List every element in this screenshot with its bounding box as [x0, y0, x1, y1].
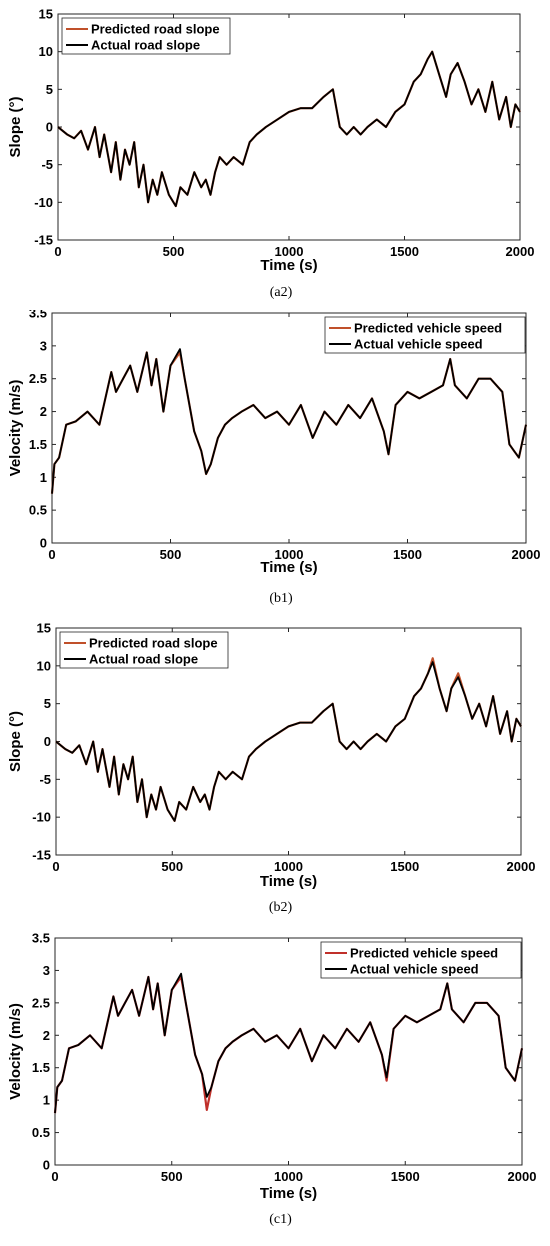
chart-panel-b2: 0 500 1000 1500 2000 -15 -10 -5 0 5 10 15 Time (s) Sl… — [0, 615, 550, 925]
x-tick-label: 2000 — [507, 859, 536, 874]
y-tick-label: -10 — [32, 810, 51, 825]
y-tick-label: 3.5 — [29, 310, 47, 321]
x-axis-label: Time (s) — [260, 559, 317, 576]
legend-box — [61, 17, 231, 55]
y-tick-label: 2 — [43, 1028, 50, 1043]
x-axis-label: Time (s) — [260, 873, 317, 890]
chart-panel-a2: 0 500 1000 1500 2000 -15 -10 -5 0 5 10 15 Time (s) Sl… — [0, 0, 550, 310]
series-line-1 — [51, 348, 527, 494]
y-tick-label: 0 — [40, 536, 47, 551]
x-tick-label: 2000 — [506, 244, 535, 259]
y-tick-label: -5 — [39, 772, 51, 787]
y-tick-label: 1 — [40, 470, 47, 485]
x-tick-label: 2000 — [508, 1169, 537, 1184]
y-axis-label: Velocity (m/s) — [7, 1003, 24, 1100]
x-tick-label: 1500 — [390, 244, 419, 259]
y-tick-label: -15 — [32, 848, 51, 863]
y-tick-label: 5 — [44, 696, 51, 711]
y-tick-label: 15 — [37, 621, 51, 636]
x-tick-label: 500 — [160, 547, 182, 562]
y-tick-label: 2.5 — [32, 995, 50, 1010]
x-tick-label: 1000 — [274, 1169, 303, 1184]
y-tick-label: 1 — [43, 1093, 50, 1108]
x-tick-label: 1500 — [390, 859, 419, 874]
figure-caption: (b1) — [269, 591, 293, 606]
x-tick-label: 0 — [51, 1169, 58, 1184]
legend-label: Predicted vehicle speed — [350, 946, 498, 961]
chart-c1: 0 500 1000 1500 2000 0 0.5 1 1.5 2 2.5 3 3.5 Time (s)… — [7, 931, 537, 1228]
x-tick-label: 500 — [161, 1169, 183, 1184]
x-tick-label: 1500 — [391, 1169, 420, 1184]
chart-a2: 0 500 1000 1500 2000 -15 -10 -5 0 5 10 15 Time (s) Sl… — [7, 7, 535, 301]
legend-label: Predicted vehicle speed — [354, 321, 502, 336]
y-tick-label: 2 — [40, 404, 47, 419]
y-tick-label: 2.5 — [29, 371, 47, 386]
legend-label: Actual road slope — [89, 652, 198, 667]
series-line-1 — [57, 50, 521, 208]
legend-box — [59, 631, 229, 669]
y-tick-label: 5 — [46, 82, 53, 97]
x-tick-label: 1000 — [275, 244, 304, 259]
y-axis-label: Slope (°) — [7, 711, 24, 772]
x-axis-label: Time (s) — [260, 1185, 317, 1202]
figure-caption: (a2) — [270, 285, 293, 300]
y-tick-label: 0.5 — [32, 1125, 50, 1140]
y-tick-label: -5 — [41, 157, 53, 172]
chart-panel-c1: 0 500 1000 1500 2000 0 0.5 1 1.5 2 2.5 3 3.5 Time (s)… — [0, 925, 550, 1241]
y-tick-label: 3.5 — [32, 931, 50, 946]
legend-label: Predicted road slope — [91, 22, 220, 37]
figure-caption: (c1) — [269, 1212, 292, 1227]
x-tick-label: 1500 — [393, 547, 422, 562]
y-tick-label: 10 — [37, 658, 51, 673]
series-line-1 — [54, 972, 523, 1114]
legend-label: Actual vehicle speed — [350, 962, 479, 977]
chart-b1: 0 500 1000 1500 2000 0 0.5 1 1.5 2 2.5 3 3.5 Time (s)… — [7, 306, 541, 607]
legend-label: Predicted road slope — [89, 636, 218, 651]
series-line-1 — [55, 661, 522, 822]
x-tick-label: 0 — [52, 859, 59, 874]
y-tick-label: 0 — [43, 1158, 50, 1173]
y-axis-label: Velocity (m/s) — [7, 380, 24, 477]
x-tick-label: 0 — [54, 244, 61, 259]
legend-box — [324, 316, 526, 354]
x-tick-label: 1000 — [274, 859, 303, 874]
figure-caption: (b2) — [269, 900, 293, 915]
x-axis-label: Time (s) — [260, 257, 317, 274]
chart-panel-b1: 0 500 1000 1500 2000 0 0.5 1 1.5 2 2.5 3 3.5 Time (s)… — [0, 306, 550, 615]
y-tick-label: 0.5 — [29, 503, 47, 518]
x-tick-label: 500 — [161, 859, 183, 874]
y-tick-label: -15 — [34, 233, 53, 248]
y-tick-label: -10 — [34, 195, 53, 210]
x-tick-label: 500 — [163, 244, 185, 259]
y-tick-label: 15 — [39, 7, 53, 22]
x-tick-label: 0 — [48, 547, 55, 562]
chart-b2: 0 500 1000 1500 2000 -15 -10 -5 0 5 10 15 Time (s) Sl… — [7, 621, 536, 916]
y-tick-label: 1.5 — [29, 437, 47, 452]
x-tick-label: 2000 — [512, 547, 541, 562]
y-tick-label: 3 — [43, 963, 50, 978]
y-tick-label: 0 — [46, 120, 53, 135]
y-axis-label: Slope (°) — [7, 96, 24, 157]
y-tick-label: 10 — [39, 44, 53, 59]
legend-label: Actual road slope — [91, 38, 200, 53]
y-tick-label: 1.5 — [32, 1060, 50, 1075]
y-tick-label: 0 — [44, 734, 51, 749]
legend-label: Actual vehicle speed — [354, 337, 483, 352]
legend-box — [320, 941, 522, 979]
x-tick-label: 1000 — [275, 547, 304, 562]
y-tick-label: 3 — [40, 338, 47, 353]
